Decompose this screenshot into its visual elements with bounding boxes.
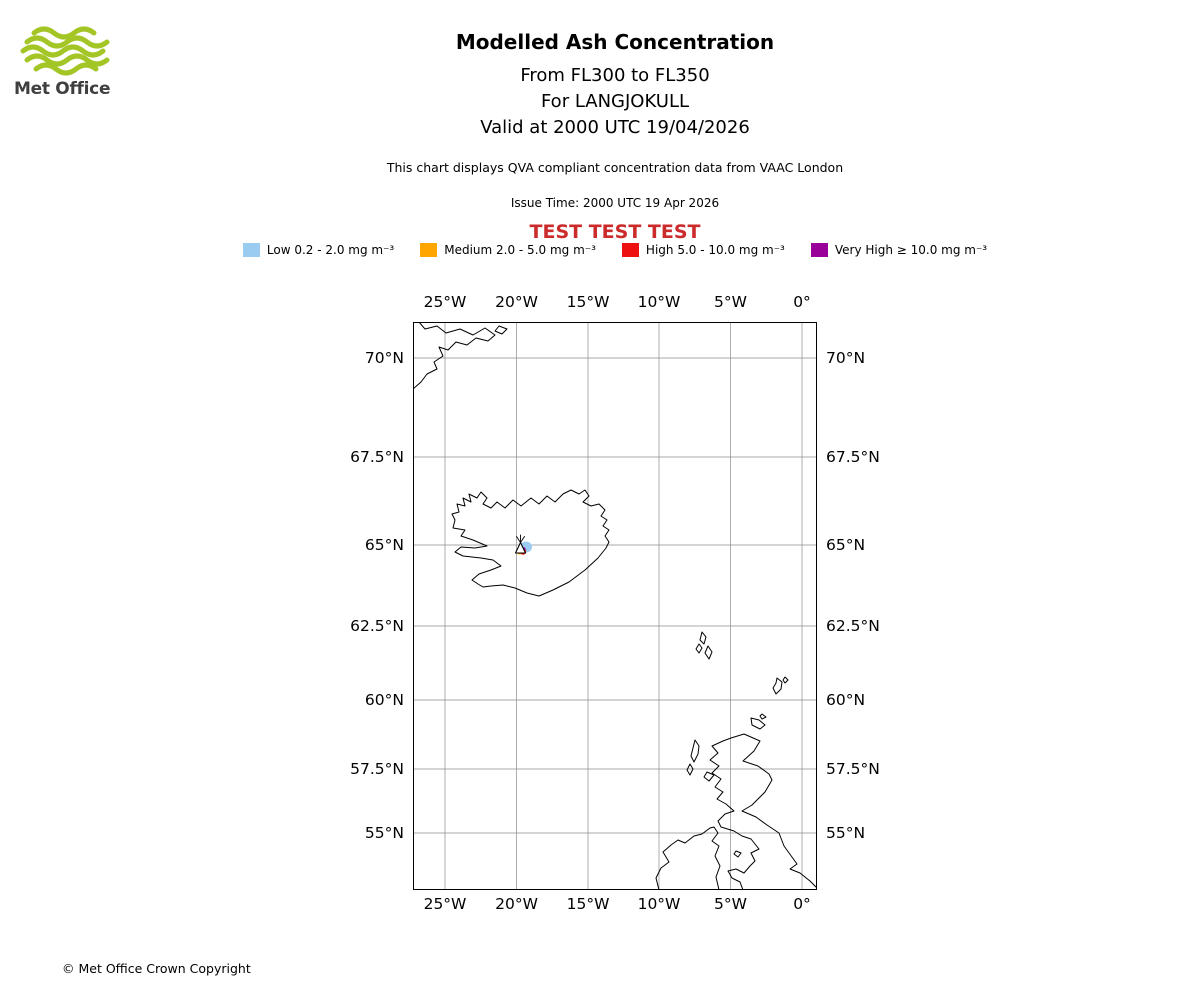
lon-tick-bottom: 15°W	[566, 895, 610, 913]
lat-tick-right: 62.5°N	[826, 616, 880, 635]
legend-swatch	[242, 243, 260, 257]
shetland-islands-coastline	[772, 676, 789, 695]
lon-tick-top: 20°W	[495, 293, 538, 311]
lon-tick-top: 10°W	[637, 293, 681, 311]
lat-tick-left: 57.5°N	[350, 760, 404, 779]
lat-tick-left: 62.5°N	[350, 616, 404, 635]
lat-tick-right: 70°N	[826, 349, 866, 367]
lat-tick-right: 65°N	[826, 535, 866, 554]
met-office-logo-text: Met Office	[14, 79, 111, 99]
lon-tick-bottom: 20°W	[495, 895, 538, 913]
great-britain-coastline	[709, 733, 817, 890]
legend-item: Very High ≥ 10.0 mg m⁻³	[810, 243, 988, 257]
subtitle-valid-time: Valid at 2000 UTC 19/04/2026	[480, 117, 750, 138]
map-canvas	[413, 322, 817, 890]
legend-swatch	[810, 243, 828, 257]
subtitle-flight-levels: From FL300 to FL350	[520, 65, 710, 86]
lon-tick-bottom: 0°	[793, 895, 811, 913]
lon-tick-bottom: 25°W	[423, 895, 467, 913]
lat-tick-right: 57.5°N	[826, 760, 880, 779]
lon-tick-top: 25°W	[423, 293, 467, 311]
legend-label: Very High ≥ 10.0 mg m⁻³	[834, 243, 988, 257]
isle-of-man-coastline	[733, 850, 742, 858]
lon-tick-top: 0°	[793, 293, 811, 311]
skye-island-coastline	[703, 771, 715, 782]
outer-hebrides-coastline	[686, 739, 700, 776]
legend-label: Low 0.2 - 2.0 mg m⁻³	[266, 243, 395, 257]
issue-time: Issue Time: 2000 UTC 19 Apr 2026	[510, 196, 720, 210]
lat-tick-right: 55°N	[826, 823, 866, 842]
legend-label: High 5.0 - 10.0 mg m⁻³	[645, 243, 785, 257]
lat-tick-left: 55°N	[364, 823, 404, 842]
lat-tick-left: 65°N	[364, 535, 404, 554]
lat-tick-left: 60°N	[364, 691, 404, 709]
iceland-coastline	[451, 489, 610, 597]
lat-tick-left: 67.5°N	[350, 448, 404, 466]
legend-swatch	[420, 243, 438, 257]
test-banner: TEST TEST TEST	[529, 221, 701, 243]
greenland-coastline	[413, 322, 496, 390]
compliance-note: This chart displays QVA compliant concen…	[386, 160, 844, 175]
lat-tick-left: 70°N	[364, 349, 404, 367]
greenland-island	[494, 325, 508, 335]
legend-item: Medium 2.0 - 5.0 mg m⁻³	[420, 243, 596, 257]
faroe-islands-coastline	[695, 631, 713, 660]
orkney-islands-coastline	[750, 713, 767, 730]
legend-item: Low 0.2 - 2.0 mg m⁻³	[242, 243, 395, 257]
lon-tick-bottom: 10°W	[637, 895, 681, 913]
page-title: Modelled Ash Concentration	[455, 30, 775, 54]
legend-swatch	[621, 243, 639, 257]
lat-tick-right: 60°N	[826, 691, 866, 709]
subtitle-volcano: For LANGJOKULL	[540, 91, 690, 112]
lon-tick-top: 5°W	[714, 293, 747, 311]
map-frame	[413, 322, 817, 890]
volcano-icon	[514, 534, 527, 554]
lon-tick-top: 15°W	[566, 293, 610, 311]
legend-item: High 5.0 - 10.0 mg m⁻³	[621, 243, 785, 257]
map-border	[413, 322, 817, 890]
legend: Low 0.2 - 2.0 mg m⁻³ Medium 2.0 - 5.0 mg …	[30, 243, 1200, 257]
chart-header: Modelled Ash Concentration From FL300 to…	[30, 30, 1200, 243]
met-office-logo: Met Office	[14, 24, 124, 99]
ireland-coastline	[655, 826, 721, 890]
map-gridlines	[413, 322, 817, 890]
copyright: © Met Office Crown Copyright	[62, 961, 251, 976]
lat-tick-right: 67.5°N	[826, 448, 880, 466]
met-office-waves-icon	[20, 26, 110, 76]
lon-tick-bottom: 5°W	[714, 895, 747, 913]
legend-label: Medium 2.0 - 5.0 mg m⁻³	[444, 243, 596, 257]
